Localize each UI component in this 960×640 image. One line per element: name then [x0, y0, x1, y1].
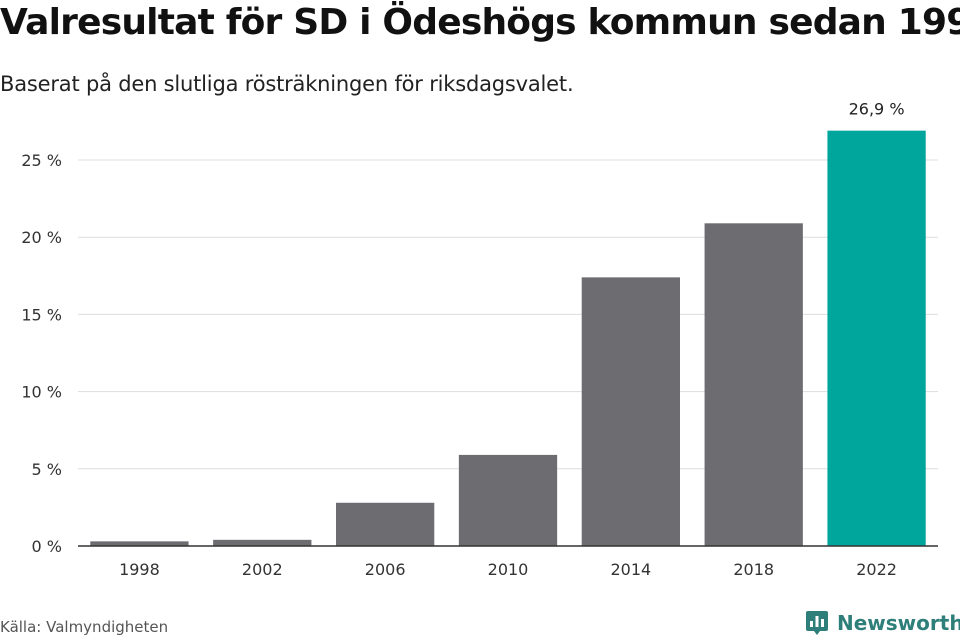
- source-note: Källa: Valmyndigheten: [0, 618, 169, 636]
- newsworthy-brand: Newsworthy: [805, 608, 960, 638]
- data-label: 26,9 %: [849, 100, 905, 119]
- y-tick-label: 5 %: [32, 460, 62, 479]
- chart-subtitle: Baserat på den slutliga rösträkningen fö…: [0, 72, 574, 96]
- x-axis-ticks: 1998 2002 2006 2010 2014 2018 2022: [119, 560, 897, 579]
- y-tick-label: 25 %: [21, 151, 62, 170]
- y-tick-label: 0 %: [32, 537, 62, 556]
- x-tick-label: 1998: [119, 560, 160, 579]
- y-tick-label: 20 %: [21, 228, 62, 247]
- bar-1998: [90, 541, 189, 546]
- bar-2006: [336, 502, 435, 546]
- gridlines: [78, 159, 938, 470]
- bar-2010: [458, 454, 558, 546]
- brand-name: Newsworthy: [837, 611, 960, 635]
- y-axis-ticks: 0 % 5 % 10 % 15 % 20 % 25 %: [21, 151, 62, 556]
- newsworthy-logo-icon: [806, 611, 828, 635]
- data-labels: 26,9 %: [849, 100, 905, 119]
- bar-2018: [704, 223, 803, 546]
- x-tick-label: 2018: [733, 560, 774, 579]
- chart-title: Valresultat för SD i Ödeshögs kommun sed…: [0, 2, 960, 43]
- bar-2022: [827, 130, 926, 546]
- x-tick-label: 2002: [242, 560, 283, 579]
- y-tick-label: 10 %: [21, 383, 62, 402]
- x-tick-label: 2006: [365, 560, 406, 579]
- x-tick-label: 2010: [488, 560, 529, 579]
- x-tick-label: 2022: [856, 560, 897, 579]
- x-tick-label: 2014: [610, 560, 651, 579]
- y-tick-label: 15 %: [21, 305, 62, 324]
- bar-2014: [581, 277, 680, 546]
- bar-2002: [213, 539, 312, 546]
- bars: [90, 130, 926, 546]
